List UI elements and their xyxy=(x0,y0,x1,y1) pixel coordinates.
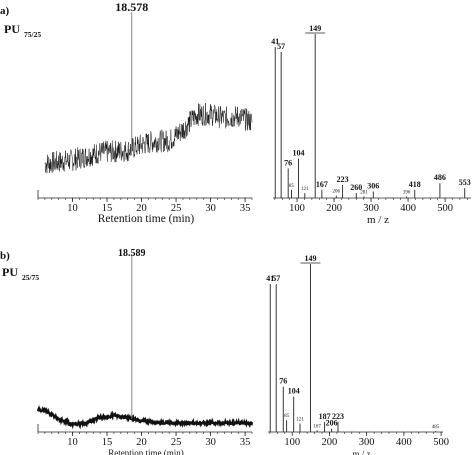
mass-spectrum-b-tick-label: 500 xyxy=(433,437,449,448)
mass-spectrum-a-peak-label: 121 xyxy=(301,187,309,192)
chromatogram-a-tick-label: 20 xyxy=(136,203,147,214)
mass-spectrum-a-tick-label: 100 xyxy=(289,203,305,214)
chromatogram-b-tick-label: 25 xyxy=(171,437,182,448)
panel-a-label: a) xyxy=(0,5,10,17)
mass-spectrum-b-peak-label: 121 xyxy=(296,418,304,423)
mass-spectrum-b-peak-label: 149 xyxy=(304,254,316,263)
mass-spectrum-a-peak-label: 167 xyxy=(316,180,328,189)
chromatogram-a-tick-label: 10 xyxy=(67,203,78,214)
chromatogram-b: 10 15 20 25 30 35 18.589 Retention time (min) xyxy=(36,248,254,455)
mass-spectrum-a-tick-label: 400 xyxy=(400,203,416,214)
mass-spectrum-b-tick-label: 300 xyxy=(359,437,375,448)
mass-spectrum-b-tick-label: 100 xyxy=(284,437,300,448)
mass-spectrum-a-peak-label: 260 xyxy=(350,183,362,192)
mass-spectrum-a-tick-label: 500 xyxy=(437,203,453,214)
mass-spectrum-a-peak-label: 281 xyxy=(360,190,368,195)
mass-spectrum-a-peak-label: 486 xyxy=(434,173,446,182)
mass-spectrum-a-peak-label: 206 xyxy=(333,190,341,195)
mass-spectrum-b-peak-label: 104 xyxy=(288,387,300,396)
mass-spectrum-b-peak-label: 206 xyxy=(326,419,338,428)
mass-spectrum-a-x-label: m / z xyxy=(367,214,389,226)
mass-spectrum-a-peak-label: 553 xyxy=(459,178,471,187)
panel-a-sample-sub: 75/25 xyxy=(24,30,41,39)
chromatogram-a-tick-label: 35 xyxy=(240,203,251,214)
chromatogram-b-tick-label: 35 xyxy=(240,437,251,448)
mass-spectrum-a-peak-label: 149 xyxy=(309,24,321,33)
chromatogram-a-trace xyxy=(44,103,253,174)
chromatogram-a-x-label: Retention time (min) xyxy=(98,213,195,225)
chromatogram-b-x-label: Retention time (min) xyxy=(108,448,184,455)
mass-spectrum-b-peak-label: 485 xyxy=(432,425,440,430)
chromatogram-b-tick-label: 30 xyxy=(205,437,216,448)
chromatogram-b-peak-label: 18.589 xyxy=(118,248,146,259)
panel-b-label: b) xyxy=(0,250,10,262)
mass-spectrum-a-peak-label: 104 xyxy=(293,149,305,158)
mass-spectrum-b-x-label: m / z xyxy=(353,449,371,455)
mass-spectrum-b-tick-label: 400 xyxy=(396,437,412,448)
mass-spectrum-b-peak-label: 187 xyxy=(319,412,331,421)
mass-spectrum-a-peak-label: 85 xyxy=(289,184,295,189)
panel-a-sample-main: PU xyxy=(4,22,20,36)
mass-spectrum-a-peak-label: 418 xyxy=(409,180,421,189)
chromatogram-a-peak-label: 18.578 xyxy=(115,0,148,14)
mass-spectrum-a-tick-label: 200 xyxy=(326,203,342,214)
chromatogram-b-tick-label: 15 xyxy=(102,437,113,448)
chromatogram-a-tick-label: 25 xyxy=(171,203,182,214)
panel-b-sample-main: PU xyxy=(2,265,18,279)
mass-spectrum-a-peak-label: 41 xyxy=(271,37,279,46)
mass-spectrum-a-peak-label: 306 xyxy=(367,181,379,190)
mass-spectrum-b-tick-label: 200 xyxy=(322,437,338,448)
mass-spectrum-a-peak-label: 76 xyxy=(284,158,292,167)
mass-spectrum-a-peak-label: 396 xyxy=(403,190,411,195)
chromatogram-b-tick-label: 10 xyxy=(67,437,78,448)
chromatogram-a-tick-label: 15 xyxy=(102,203,113,214)
chromatogram-b-trace xyxy=(36,404,254,430)
mass-spectrum-a-tick-label: 300 xyxy=(363,203,379,214)
mass-spectrum-b-peak-label: 223 xyxy=(332,412,344,421)
mass-spectrum-b-peak-label: 85 xyxy=(284,414,290,419)
mass-spectrum-b-peak-label: 41 xyxy=(266,274,274,283)
mass-spectrum-b-peak-label: 57 xyxy=(272,274,280,283)
mass-spectrum-a-peak-label: 223 xyxy=(337,175,349,184)
mass-spectrum-b-peak-label: 167 xyxy=(313,424,321,429)
mass-spectrum-b-peak-label: 76 xyxy=(279,377,287,386)
chromatogram-a-tick-label: 30 xyxy=(205,203,216,214)
mass-spectrum-a-peak-label: 57 xyxy=(277,42,285,51)
panel-b-sample-sub: 25/75 xyxy=(22,273,39,282)
chromatogram-b-tick-label: 20 xyxy=(136,437,147,448)
chromatogram-a: 10 15 20 25 30 35 18.578 Retention time (min) xyxy=(37,0,253,225)
